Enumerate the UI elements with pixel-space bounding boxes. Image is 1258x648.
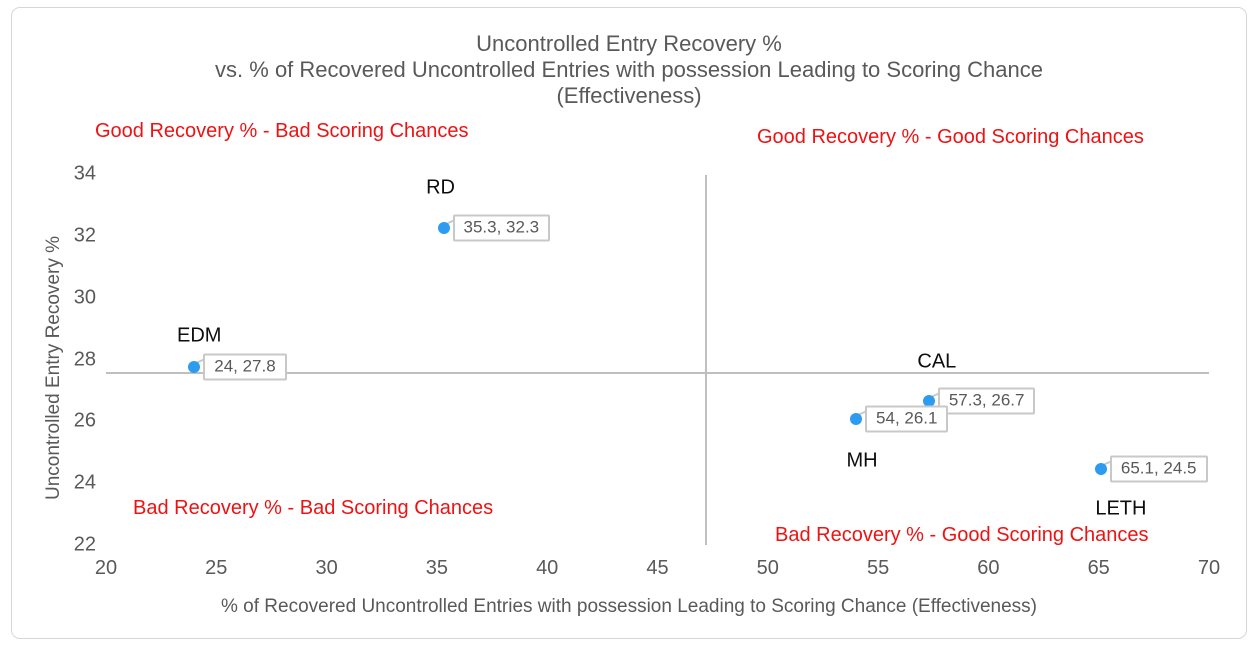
y-tick-label: 30 — [73, 286, 96, 309]
point-dot — [1094, 462, 1107, 475]
point-dot — [850, 413, 863, 426]
x-tick-label: 55 — [866, 557, 890, 579]
point-callout: 57.3, 26.7 — [937, 387, 1036, 415]
chart-title-line-3: (Effectiveness) — [556, 83, 702, 108]
chart-title: Uncontrolled Entry Recovery % vs. % of R… — [0, 31, 1258, 109]
point-dot — [188, 360, 201, 373]
point-callout: 35.3, 32.3 — [452, 214, 551, 242]
vertical-average-line — [705, 175, 708, 545]
point-callout: 65.1, 24.5 — [1109, 455, 1208, 483]
chart-title-line-2: vs. % of Recovered Uncontrolled Entries … — [215, 57, 1043, 82]
point-dot — [437, 221, 450, 234]
point-callout: 24, 27.8 — [203, 353, 287, 381]
quadrant-label-bottom-right: Bad Recovery % - Good Scoring Chances — [775, 524, 1149, 546]
y-tick-label: 26 — [73, 409, 96, 432]
x-tick-label: 20 — [94, 557, 118, 579]
point-dot — [922, 394, 935, 407]
x-tick-label: 70 — [1197, 557, 1221, 579]
x-tick-label: 35 — [425, 557, 449, 579]
horizontal-average-line — [106, 371, 1209, 374]
quadrant-label-top-left: Good Recovery % - Bad Scoring Chances — [95, 120, 469, 142]
x-axis-title: % of Recovered Uncontrolled Entries with… — [220, 596, 1038, 617]
chart-title-line-1: Uncontrolled Entry Recovery % — [476, 31, 782, 56]
y-tick-label: 28 — [73, 347, 96, 370]
x-tick-label: 30 — [315, 557, 338, 579]
team-label: LETH — [1095, 497, 1147, 520]
x-tick-label: 50 — [756, 557, 779, 579]
quadrant-label-bottom-left: Bad Recovery % - Bad Scoring Chances — [133, 497, 494, 519]
x-tick-label: 40 — [536, 557, 559, 579]
y-tick-label: 24 — [73, 471, 96, 494]
x-tick-label: 65 — [1087, 557, 1110, 579]
y-tick-label: 32 — [73, 224, 96, 247]
team-label: EDM — [177, 324, 222, 347]
team-label: RD — [426, 176, 455, 199]
x-tick-label: 45 — [646, 557, 669, 579]
quadrant-label-top-right: Good Recovery % - Good Scoring Chances — [757, 126, 1144, 148]
y-tick-label: 34 — [73, 162, 96, 185]
y-tick-label: 22 — [73, 533, 96, 556]
x-tick-label: 60 — [977, 557, 1000, 579]
x-tick-label: 25 — [205, 557, 228, 579]
team-label: CAL — [917, 350, 957, 373]
team-label: MH — [846, 449, 878, 472]
point-callout: 54, 26.1 — [865, 405, 949, 433]
